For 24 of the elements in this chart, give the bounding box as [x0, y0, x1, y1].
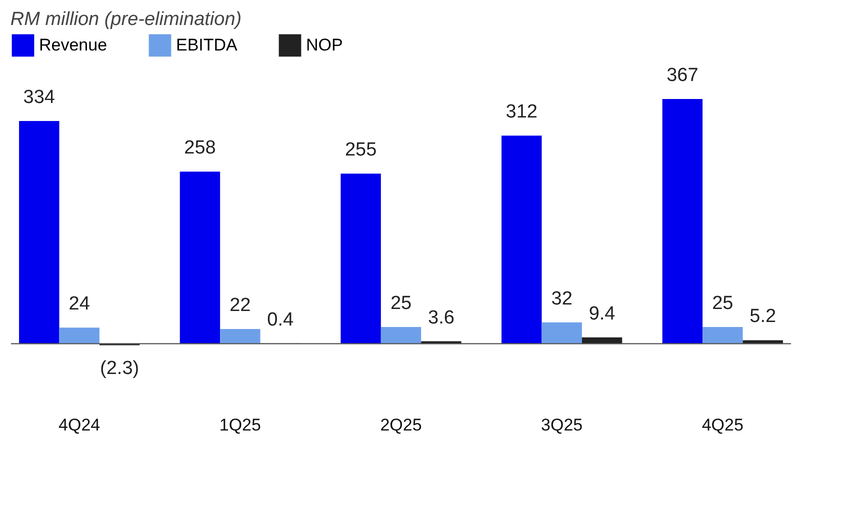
- data-label: 25: [390, 293, 412, 314]
- legend-label: NOP: [306, 35, 343, 54]
- data-label: 24: [68, 294, 90, 315]
- data-label: 312: [506, 102, 538, 123]
- data-label: 25: [712, 293, 734, 314]
- data-label: 258: [184, 138, 216, 159]
- x-tick-label: 4Q24: [58, 416, 100, 434]
- data-label: 255: [344, 140, 377, 161]
- data-label: 0.4: [267, 309, 294, 330]
- data-label: 22: [230, 295, 251, 316]
- x-tick-label: 4Q25: [702, 416, 744, 434]
- x-tick-label: 1Q25: [219, 416, 261, 434]
- legend-label: Revenue: [39, 35, 108, 54]
- legend-label: EBITDA: [176, 35, 238, 54]
- data-label: 9.4: [588, 303, 616, 324]
- x-tick-label: 2Q25: [380, 416, 422, 434]
- data-label: 3.6: [428, 307, 454, 328]
- data-label: 32: [551, 288, 572, 310]
- data-label: 367: [666, 65, 698, 86]
- data-label: (2.3): [100, 358, 140, 380]
- data-label: 334: [23, 87, 56, 108]
- chart-title: RM million (pre-elimination): [10, 9, 242, 30]
- data-label: 5.2: [750, 306, 776, 328]
- x-tick-label: 3Q25: [541, 416, 583, 434]
